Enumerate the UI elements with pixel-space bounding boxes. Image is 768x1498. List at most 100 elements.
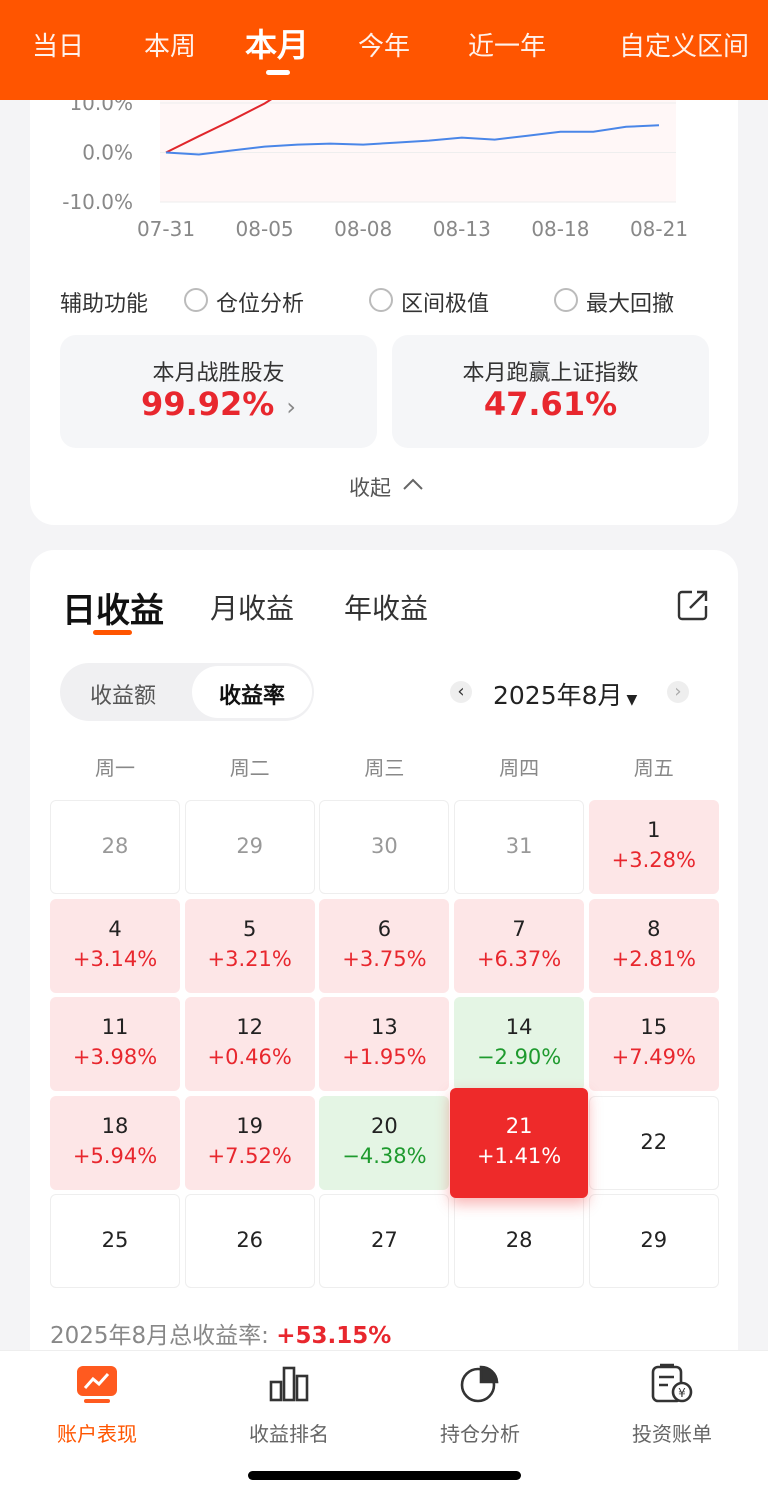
day-cell[interactable]: 12 +0.46%	[184, 997, 315, 1092]
nav-icon[interactable]	[268, 1364, 310, 1404]
tab[interactable]: 当日	[31, 32, 85, 62]
cell-content: 28	[455, 1228, 583, 1252]
day-cell[interactable]: 26	[184, 1194, 315, 1289]
cell-content: 7 +6.37%	[454, 917, 584, 971]
stat-box[interactable]: 本月战胜股友 99.92% ›	[60, 335, 377, 448]
x-tick-label: 08-05	[236, 217, 294, 241]
cell-content: 30	[320, 834, 448, 858]
day-cell[interactable]: 15 +7.49%	[588, 997, 719, 1092]
cell-content: 12 +0.46%	[185, 1015, 315, 1069]
nav-label[interactable]: 投资账单	[632, 1422, 712, 1446]
day-number: 28	[101, 834, 129, 858]
day-change: +1.95%	[342, 1045, 427, 1070]
day-cell[interactable]: 20 −4.38%	[319, 1095, 450, 1190]
day-change: +0.46%	[207, 1045, 292, 1070]
nav-icon[interactable]	[459, 1364, 501, 1404]
tab-active[interactable]: 本月	[244, 26, 310, 64]
cell-content: 8 +2.81%	[589, 917, 719, 971]
chart: 10.0%0.0%-10.0%07-31 08-05 08-08 08-13 08-18…	[62, 0, 688, 241]
day-number: 18	[101, 1113, 129, 1138]
day-cell[interactable]: 19 +7.52%	[184, 1095, 315, 1190]
day-change: +5.94%	[72, 1143, 158, 1168]
toggle-option[interactable]: 收益额	[89, 684, 157, 709]
day-cell[interactable]: 1 +3.28%	[588, 800, 719, 894]
tab[interactable]: 近一年	[467, 32, 547, 62]
cell-content: 5 +3.21%	[185, 917, 315, 971]
nav-icon[interactable]	[76, 1364, 118, 1404]
cal-tab-active[interactable]: 日收益	[62, 591, 164, 631]
toggle-active-bg	[192, 666, 312, 718]
stat-box: 本月跑赢上证指数 47.61%	[392, 335, 709, 448]
prev-month[interactable]: ‹	[450, 681, 472, 703]
day-cell[interactable]: 29	[588, 1194, 719, 1289]
day-cell[interactable]: 31	[454, 800, 585, 894]
day-cell[interactable]: 7 +6.37%	[454, 898, 585, 993]
nav-label[interactable]: 收益排名	[249, 1422, 329, 1446]
total-label: 2025年8月总收益率:	[50, 1323, 269, 1349]
month[interactable]: 2025年8月 ▼	[493, 676, 637, 712]
day-cell[interactable]: 28	[50, 800, 180, 894]
day-number: 25	[101, 1228, 129, 1253]
day-number: 31	[505, 834, 533, 858]
day-number: 27	[371, 1228, 398, 1253]
day-cell[interactable]: 22	[588, 1095, 719, 1190]
day-cell[interactable]: 14 −2.90%	[454, 997, 585, 1092]
toggle-option-active[interactable]: 收益率	[218, 684, 286, 709]
day-cell[interactable]: 8 +2.81%	[588, 898, 719, 993]
radio[interactable]	[554, 288, 578, 312]
radio[interactable]	[369, 288, 393, 312]
day-cell[interactable]: 29	[184, 800, 315, 894]
day-cell[interactable]: 18 +5.94%	[50, 1095, 180, 1190]
cal-tab[interactable]: 月收益	[210, 592, 295, 625]
nav-label[interactable]: 持仓分析	[440, 1422, 520, 1446]
day-cell[interactable]: 27	[319, 1194, 450, 1289]
arrow: ›	[286, 393, 296, 421]
day-change: +7.52%	[207, 1143, 292, 1168]
collapse[interactable]: 收起	[349, 476, 391, 500]
day-cell[interactable]: 4 +3.14%	[50, 898, 180, 993]
aux-option[interactable]: 区间极值	[401, 292, 490, 317]
tab[interactable]: 自定义区间	[618, 32, 750, 62]
weekday: 周一	[95, 756, 135, 780]
cell-content: 26	[186, 1228, 314, 1252]
cell-content: 27	[320, 1228, 448, 1252]
cell-content: 14 −2.90%	[454, 1015, 584, 1069]
day-change: −4.38%	[342, 1143, 427, 1168]
radio[interactable]	[184, 288, 208, 312]
day-number: 15	[640, 1015, 668, 1040]
day-cell[interactable]: 5 +3.21%	[184, 898, 315, 993]
chart-bg	[160, 100, 676, 202]
aux-label: 辅助功能	[60, 292, 149, 317]
day-cell[interactable]: 13 +1.95%	[319, 997, 450, 1092]
day-number: 4	[108, 916, 122, 941]
day-change: +1.41%	[476, 1143, 562, 1168]
next-month[interactable]: ›	[667, 681, 689, 703]
weekday: 周五	[633, 756, 674, 780]
day-cell[interactable]: 21 +1.41%	[450, 1087, 589, 1198]
day-cell[interactable]: 11 +3.98%	[50, 997, 180, 1092]
day-cell[interactable]: 30	[319, 800, 450, 894]
nav-label-active[interactable]: 账户表现	[57, 1422, 137, 1446]
day-cell[interactable]: 28	[454, 1194, 585, 1289]
dropdown: ▼	[626, 692, 638, 708]
tab-indicator	[266, 70, 290, 75]
share-icon[interactable]	[676, 588, 710, 622]
day-number: 7	[512, 916, 526, 941]
nav-icon[interactable]: ¥	[650, 1362, 694, 1404]
tab[interactable]: 本周	[143, 32, 197, 62]
cal-tab[interactable]: 年收益	[344, 592, 429, 625]
aux-option[interactable]: 最大回撤	[586, 292, 675, 317]
tab[interactable]: 今年	[357, 32, 411, 62]
aux-option[interactable]: 仓位分析	[216, 292, 305, 317]
day-cell[interactable]: 6 +3.75%	[319, 898, 450, 993]
day-cell[interactable]: 25	[50, 1194, 180, 1289]
cell-content: 25	[51, 1228, 179, 1252]
cal-tab-indicator	[93, 630, 132, 635]
weekday: 周四	[499, 756, 540, 780]
day-change: +6.37%	[476, 946, 562, 971]
stat-value-text: 99.92%	[141, 385, 275, 423]
x-tick-label: 08-08	[334, 217, 392, 241]
day-number: 21	[505, 1113, 533, 1138]
day-number: 1	[647, 818, 661, 842]
